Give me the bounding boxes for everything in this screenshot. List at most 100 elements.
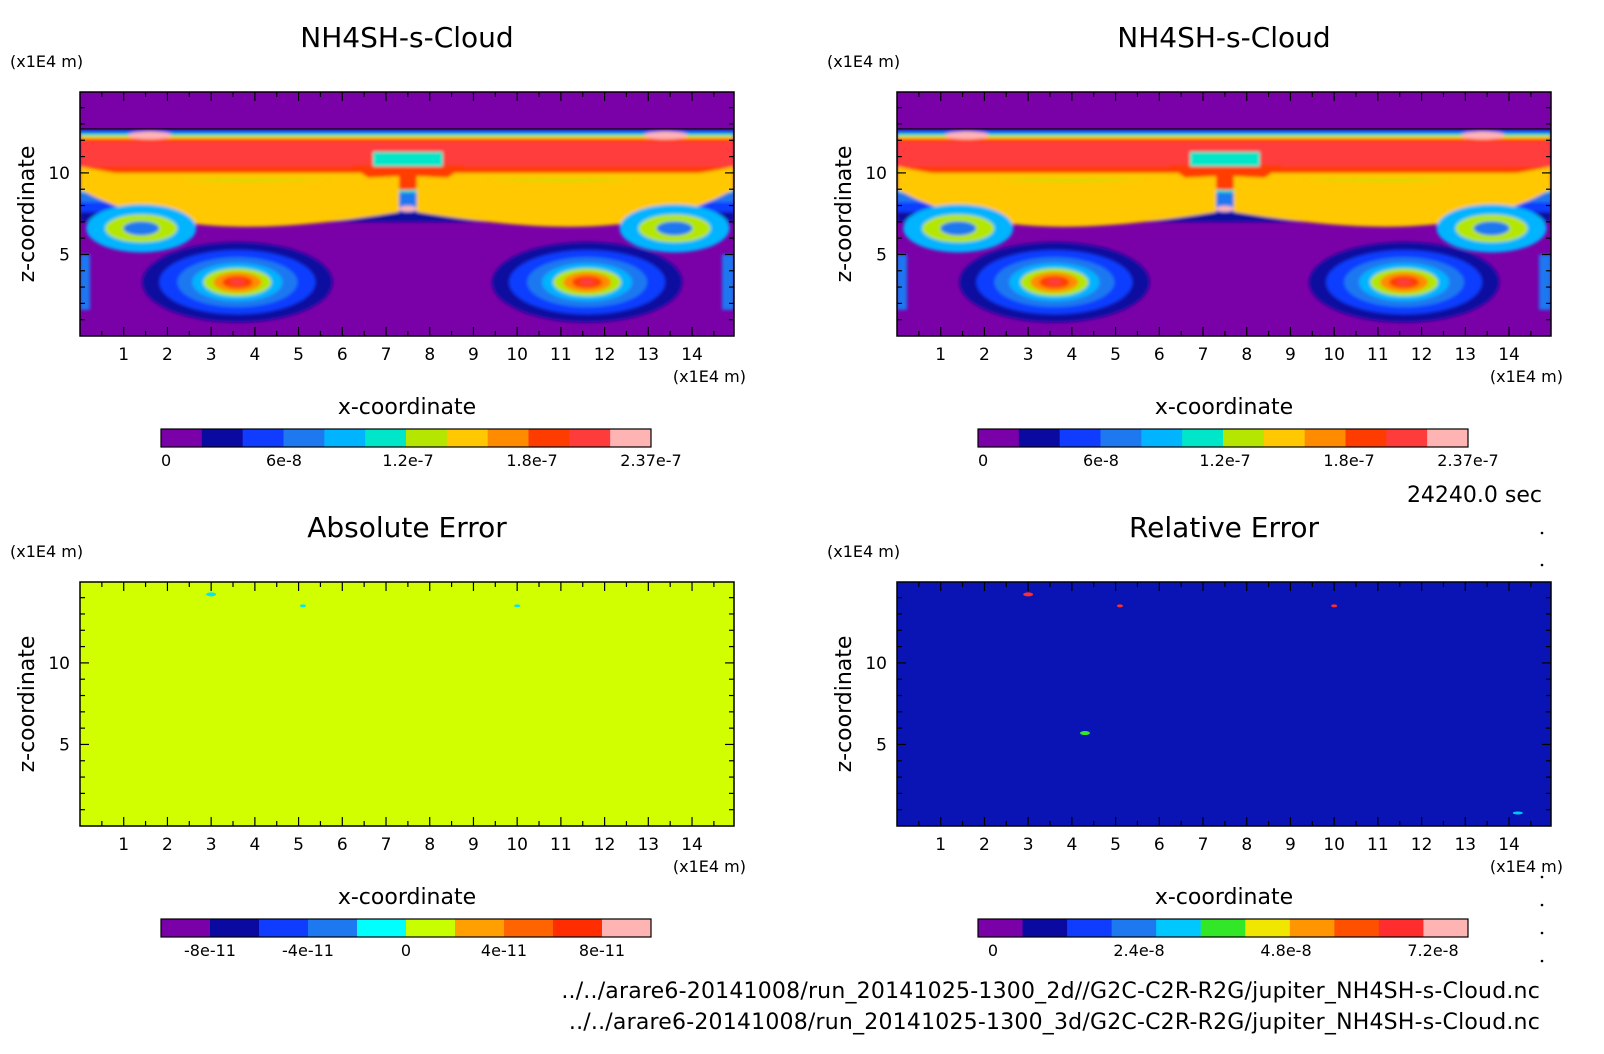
- colorbar-swatch: [553, 919, 603, 937]
- y-tick-label: 10: [865, 654, 887, 674]
- cloud-edge: [722, 254, 734, 310]
- panel-title: Absolute Error: [307, 511, 507, 544]
- margin-dot: [1540, 959, 1544, 963]
- y-tick-label: 5: [876, 245, 887, 265]
- colorbar-swatch: [259, 919, 309, 937]
- x-axis-label: x-coordinate: [338, 395, 476, 420]
- cloud-gap: [1189, 151, 1260, 167]
- y-axis-label: z-coordinate: [832, 146, 857, 283]
- y-unit-label: (x1E4 m): [10, 52, 83, 71]
- plot-frame: [79, 581, 735, 827]
- error-spot: [299, 604, 306, 608]
- colorbar-swatch: [978, 919, 1024, 937]
- x-tick-label: 4: [249, 345, 260, 365]
- colorbar-label: 4e-11: [481, 941, 527, 960]
- colorbar-label: 7.2e-8: [1407, 941, 1458, 960]
- x-axis-label: x-coordinate: [338, 885, 476, 910]
- x-unit-label: (x1E4 m): [673, 367, 746, 386]
- cloud-blob-right: [1397, 279, 1412, 286]
- cloud-layers: [897, 128, 1551, 323]
- x-tick-label: 14: [681, 345, 703, 365]
- colorbar-swatch: [1067, 919, 1113, 937]
- error-spot: [1116, 604, 1123, 608]
- colorbar-swatch: [357, 919, 407, 937]
- colorbar-swatch: [446, 429, 489, 447]
- panel-1: NH4SH-s-Cloud(x1E4 m)1 2 3 4 5 6 7 8 9 10 11 12 13 14…: [10, 21, 746, 470]
- colorbar-swatch: [1200, 919, 1246, 937]
- colorbar-swatch: [1245, 919, 1291, 937]
- x-tick-label: 8: [424, 345, 435, 365]
- y-unit-label: (x1E4 m): [10, 542, 83, 561]
- x-tick-label: 4: [249, 835, 260, 855]
- x-tick-label: 10: [1323, 835, 1345, 855]
- colorbar-label: 2.4e-8: [1113, 941, 1164, 960]
- y-tick-label: 10: [865, 164, 887, 184]
- colorbar-label: 2.37e-7: [620, 451, 681, 470]
- error-spot: [1023, 592, 1034, 597]
- cloud-blob-right: [580, 279, 595, 286]
- x-tick-label: 4: [1066, 345, 1077, 365]
- y-axis-label: z-coordinate: [15, 636, 40, 773]
- colorbar-label: 6e-8: [1083, 451, 1119, 470]
- colorbar-swatch: [406, 919, 456, 937]
- cloud-swirl: [123, 221, 160, 236]
- cloud-highlight: [1460, 131, 1505, 140]
- panel-2: NH4SH-s-Cloud(x1E4 m)1 2 3 4 5 6 7 8 9 10 11 12 13 14…: [827, 21, 1563, 470]
- x-tick-label: 10: [506, 835, 528, 855]
- colorbar-swatch: [978, 429, 1020, 447]
- x-tick-label: 1: [935, 835, 946, 855]
- colorbar-label: 1.2e-7: [382, 451, 433, 470]
- cloud-highlight: [127, 131, 172, 140]
- cloud-gap: [372, 151, 443, 167]
- x-tick-label: 5: [293, 345, 304, 365]
- x-tick-label: 2: [979, 835, 990, 855]
- plot-frame: [896, 91, 1552, 337]
- colorbar-swatch: [283, 429, 325, 447]
- file-path-2d: ../../arare6-20141008/run_20141025-1300_…: [561, 979, 1540, 1004]
- x-tick-label: 14: [681, 835, 703, 855]
- cloud-blob-left: [1047, 279, 1062, 286]
- margin-dot: [1540, 931, 1544, 935]
- colorbar-swatch: [1100, 429, 1142, 447]
- colorbar-swatch: [1059, 429, 1101, 447]
- x-tick-label: 13: [637, 835, 659, 855]
- colorbar-swatch: [1022, 919, 1068, 937]
- colorbar-frame: [977, 428, 1469, 448]
- margin-dot: [1540, 531, 1544, 535]
- colorbar-swatch: [161, 919, 211, 937]
- y-unit-label: (x1E4 m): [827, 542, 900, 561]
- plot-frame: [896, 581, 1552, 827]
- colorbar-swatch: [569, 429, 611, 447]
- panel-title: Relative Error: [1129, 511, 1320, 544]
- x-tick-label: 5: [1110, 835, 1121, 855]
- x-unit-label: (x1E4 m): [1490, 857, 1563, 876]
- margin-dot: [1540, 875, 1544, 879]
- file-path-3d: ../../arare6-20141008/run_20141025-1300_…: [568, 1010, 1540, 1035]
- cloud-highlight: [398, 205, 417, 212]
- x-tick-label: 10: [1323, 345, 1345, 365]
- y-tick-label: 10: [48, 164, 70, 184]
- cloud-highlight: [643, 131, 688, 140]
- colorbar-swatch: [1141, 429, 1183, 447]
- colorbar-label: 4.8e-8: [1260, 941, 1311, 960]
- x-tick-label: 11: [550, 835, 572, 855]
- colorbar-swatch: [161, 429, 203, 447]
- x-tick-label: 3: [1023, 835, 1034, 855]
- colorbar-label: 6e-8: [266, 451, 302, 470]
- cloud-field: [80, 92, 734, 336]
- colorbar-label: 0: [161, 451, 171, 470]
- colorbar-swatch: [1423, 919, 1469, 937]
- error-spot: [1331, 604, 1338, 608]
- cloud-swirl: [940, 221, 977, 236]
- colorbar-frame: [160, 918, 652, 938]
- x-tick-label: 8: [1241, 345, 1252, 365]
- colorbar-label: -4e-11: [282, 941, 334, 960]
- cloud-edge: [1539, 254, 1551, 310]
- colorbar-swatch: [1182, 429, 1224, 447]
- panel-title: NH4SH-s-Cloud: [300, 21, 513, 54]
- colorbar-swatch: [1427, 429, 1469, 447]
- x-tick-label: 9: [1285, 835, 1296, 855]
- cloud-blob-left: [230, 279, 245, 286]
- colorbar-label: 1.2e-7: [1199, 451, 1250, 470]
- colorbar-swatch: [1223, 429, 1265, 447]
